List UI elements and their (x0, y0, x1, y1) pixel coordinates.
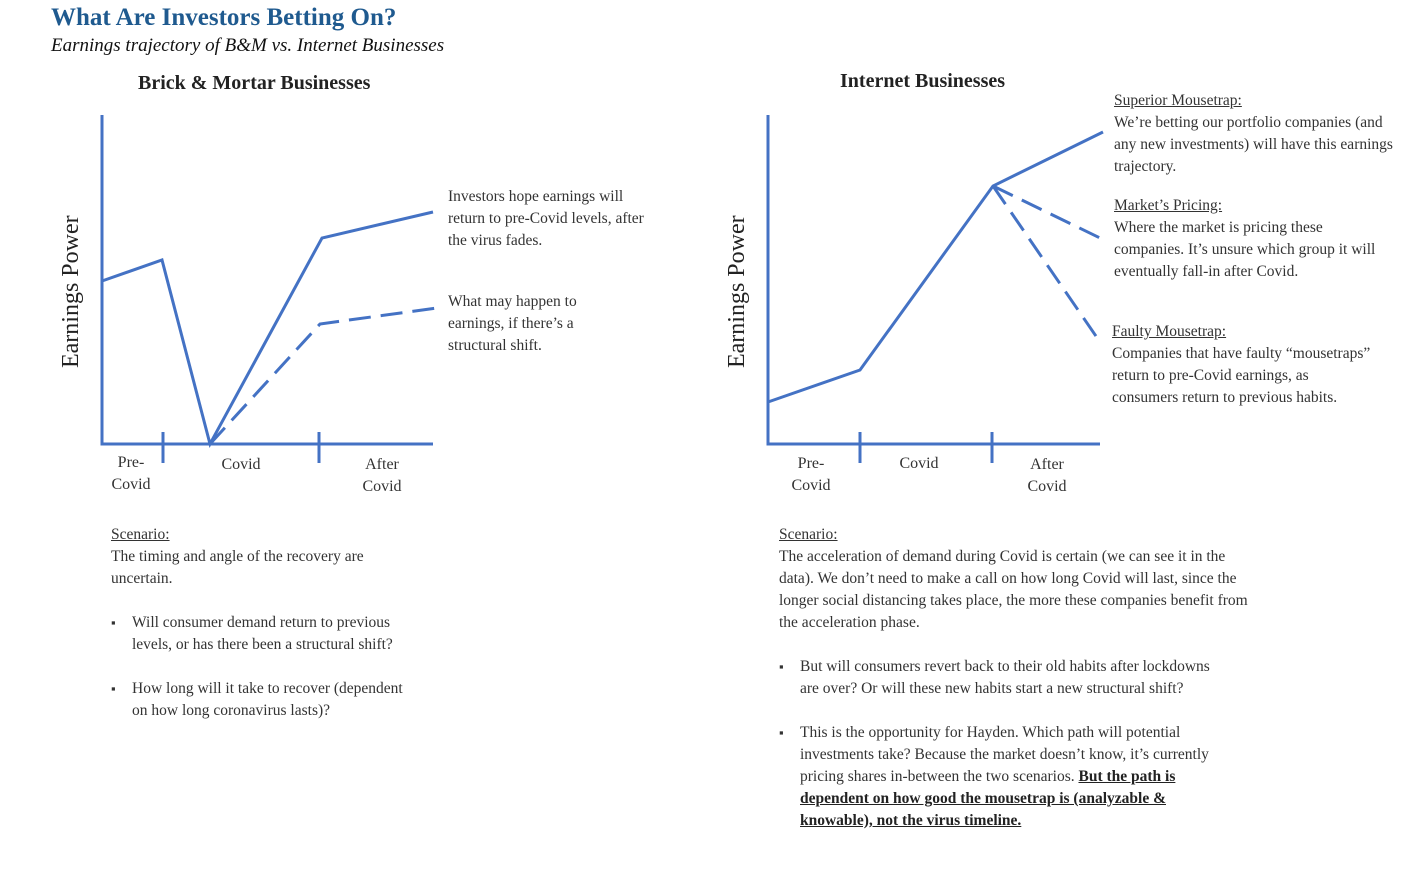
bullet: How long will it take to recover (depend… (111, 678, 421, 722)
left-chart-title: Brick & Mortar Businesses (138, 72, 371, 94)
left-tick-label: Covid (221, 456, 261, 473)
scenario-label: Scenario: (111, 526, 170, 543)
note-superior-mousetrap: Superior Mousetrap: We’re betting our po… (1114, 90, 1399, 178)
left-scenario: Scenario: The timing and angle of the re… (111, 524, 421, 744)
right-tick-label: Covid (899, 455, 939, 472)
note-label: Superior Mousetrap: (1114, 92, 1242, 109)
left-note-shift: What may happen to earnings, if there’s … (448, 293, 577, 354)
left-tick-label: After Covid (362, 456, 402, 495)
right-tick-label: After Covid (1027, 456, 1067, 495)
bullet-emphasis: But the path is dependent on how good th… (800, 768, 1176, 829)
bullet: This is the opportunity for Hayden. Whic… (779, 722, 1240, 832)
note-label: Faulty Mousetrap: (1112, 323, 1227, 340)
bullet: But will consumers revert back to their … (779, 656, 1220, 700)
left-note-hope: Investors hope earnings will return to p… (448, 188, 644, 249)
note-markets-pricing: Market’s Pricing: Where the market is pr… (1114, 195, 1384, 283)
left-axes (100, 115, 433, 446)
right-scenario: Scenario: The acceleration of demand dur… (779, 524, 1249, 854)
right-superior-line (767, 130, 1104, 404)
page-title: What Are Investors Betting On? (51, 4, 397, 31)
right-market-line (992, 184, 1101, 240)
right-tick-label: Pre- Covid (791, 455, 831, 494)
right-ylabel: Earnings Power (724, 215, 750, 368)
scenario-label: Scenario: (779, 526, 838, 543)
note-text: Where the market is pricing these compan… (1114, 219, 1376, 280)
note-text: Companies that have faulty “mousetraps” … (1112, 345, 1371, 406)
left-tick-label: Pre- Covid (111, 454, 151, 493)
scenario-text: The timing and angle of the recovery are… (111, 548, 364, 587)
right-axes (766, 115, 1100, 446)
right-faulty-line (991, 185, 1102, 343)
left-structural-shift-line (208, 306, 438, 446)
note-label: Market’s Pricing: (1114, 197, 1223, 214)
right-chart-title: Internet Businesses (840, 70, 1006, 92)
left-hope-line (101, 210, 434, 449)
left-ylabel: Earnings Power (58, 215, 84, 368)
note-faulty-mousetrap: Faulty Mousetrap: Companies that have fa… (1112, 321, 1372, 409)
note-text: We’re betting our portfolio companies (a… (1114, 114, 1393, 175)
bullet: Will consumer demand return to previous … (111, 612, 421, 656)
bullet-text: This is the opportunity for Hayden. Whic… (800, 724, 1209, 785)
page-subtitle: Earnings trajectory of B&M vs. Internet … (51, 35, 445, 56)
scenario-text: The acceleration of demand during Covid … (779, 548, 1248, 631)
